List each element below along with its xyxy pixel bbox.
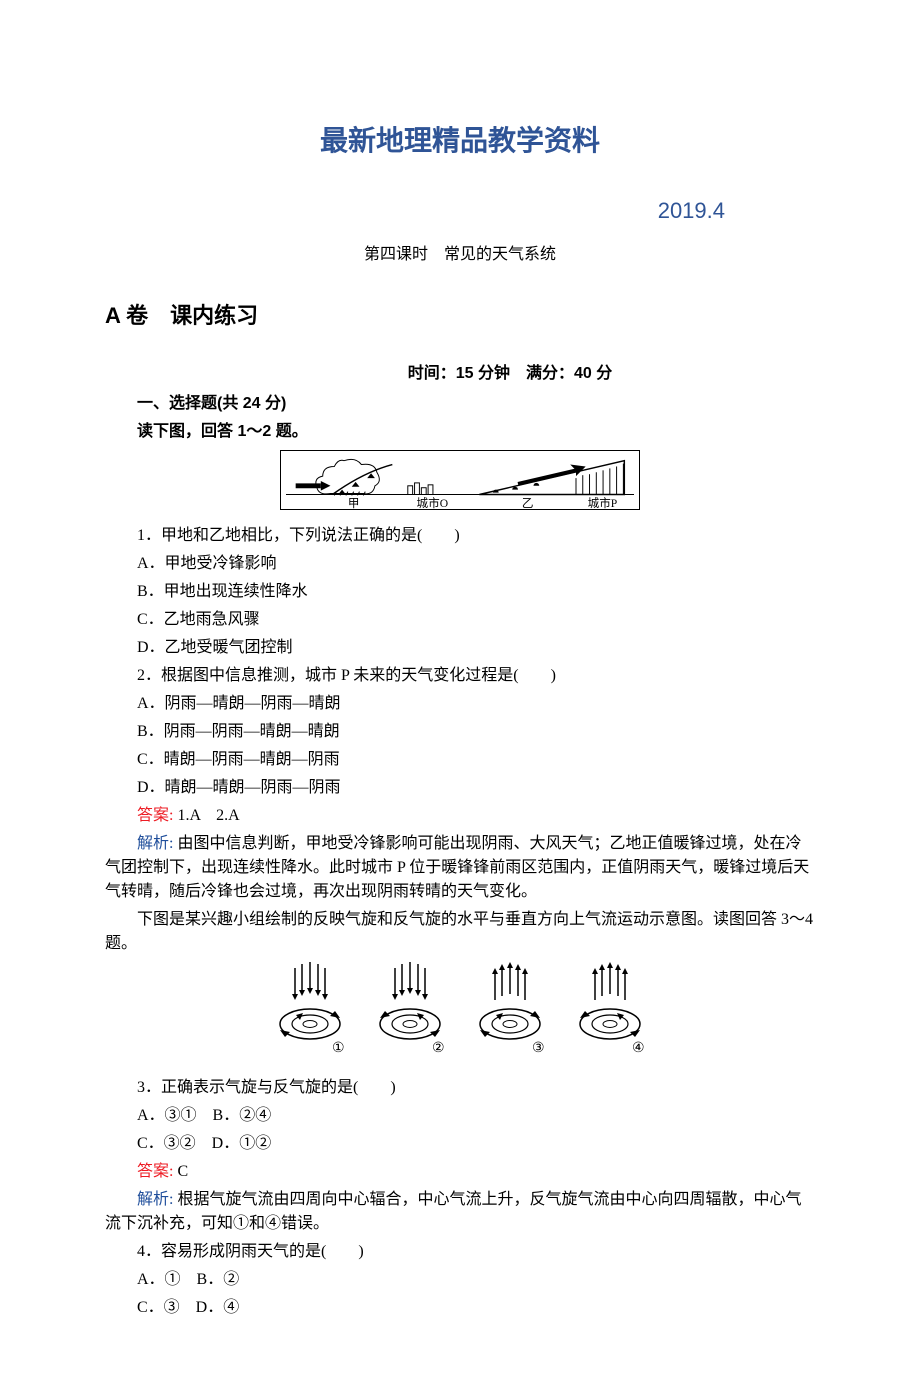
q4-opt-ab: A．① B．② — [105, 1268, 815, 1292]
time-score: 时间：15 分钟 满分：40 分 — [105, 362, 815, 386]
analysis-3-label: 解析: — [137, 1191, 173, 1208]
q3-stem: 3．正确表示气旋与反气旋的是( ) — [105, 1076, 815, 1100]
q3-opt-cd: C．③② D．①② — [105, 1132, 815, 1156]
q2-opt-b: B．阴雨—阴雨—晴朗—晴朗 — [105, 720, 815, 744]
q2-opt-c: C．晴朗—阴雨—晴朗—阴雨 — [105, 748, 815, 772]
q1-stem: 1．甲地和乙地相比，下列说法正确的是( ) — [105, 524, 815, 548]
cyclone-label-3: ③ — [532, 1041, 545, 1056]
cyclone-label-1: ① — [332, 1041, 345, 1056]
doc-title: 最新地理精品教学资料 — [105, 120, 815, 162]
q1-opt-c: C．乙地雨急风骤 — [105, 608, 815, 632]
analysis-12-label: 解析: — [137, 835, 173, 852]
q3-opt-ab: A．③① B．②④ — [105, 1104, 815, 1128]
cyclone-label-2: ② — [432, 1041, 445, 1056]
section1-heading: 一、选择题(共 24 分) — [137, 395, 286, 412]
analysis-12-text: 由图中信息判断，甲地受冷锋影响可能出现阴雨、大风天气；乙地正值暖锋过境，处在冷气… — [105, 835, 809, 900]
answer-12-text: 1.A 2.A — [177, 807, 239, 824]
q1-opt-d: D．乙地受暖气团控制 — [105, 636, 815, 660]
answer-3-text: C — [177, 1163, 188, 1180]
fronts-figure: 甲 城市O 乙 城市P — [105, 450, 815, 518]
cyclone-figure: ① ② ③ — [105, 962, 815, 1070]
answer-12-label: 答案: — [137, 807, 173, 824]
q2-stem: 2．根据图中信息推测，城市 P 未来的天气变化过程是( ) — [105, 664, 815, 688]
q1-opt-a: A．甲地受冷锋影响 — [105, 552, 815, 576]
label-city-o: 城市O — [417, 496, 449, 510]
analysis-3-text: 根据气旋气流由四周向中心辐合，中心气流上升，反气旋气流由中心向四周辐散，中心气流… — [105, 1191, 801, 1232]
label-city-p: 城市P — [588, 496, 618, 510]
q2-opt-a: A．阴雨—晴朗—阴雨—晴朗 — [105, 692, 815, 716]
fronts-diagram-icon: 甲 城市O 乙 城市P — [280, 450, 640, 510]
q2-opt-d: D．晴朗—晴朗—阴雨—阴雨 — [105, 776, 815, 800]
lesson-title: 第四课时 常见的天气系统 — [105, 243, 815, 267]
q1-opt-b: B．甲地出现连续性降水 — [105, 580, 815, 604]
q4-opt-cd: C．③ D．④ — [105, 1296, 815, 1320]
label-jia: 甲 — [348, 497, 360, 510]
q12-intro: 读下图，回答 1～2 题。 — [137, 423, 308, 440]
cyclone-diagram-icon: ① ② ③ — [260, 962, 660, 1062]
q4-stem: 4．容易形成阴雨天气的是( ) — [105, 1240, 815, 1264]
section-a-header: A 卷 课内练习 — [105, 299, 815, 332]
cyclone-label-4: ④ — [632, 1041, 645, 1056]
q34-intro: 下图是某兴趣小组绘制的反映气旋和反气旋的水平与垂直方向上气流运动示意图。读图回答… — [105, 908, 815, 956]
doc-date: 2019.4 — [105, 194, 815, 227]
label-yi: 乙 — [522, 497, 534, 510]
answer-3-label: 答案: — [137, 1163, 173, 1180]
